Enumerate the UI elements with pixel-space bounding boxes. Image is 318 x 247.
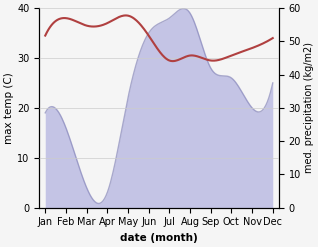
Y-axis label: max temp (C): max temp (C) (4, 72, 14, 144)
X-axis label: date (month): date (month) (120, 233, 198, 243)
Y-axis label: med. precipitation (kg/m2): med. precipitation (kg/m2) (304, 42, 314, 173)
